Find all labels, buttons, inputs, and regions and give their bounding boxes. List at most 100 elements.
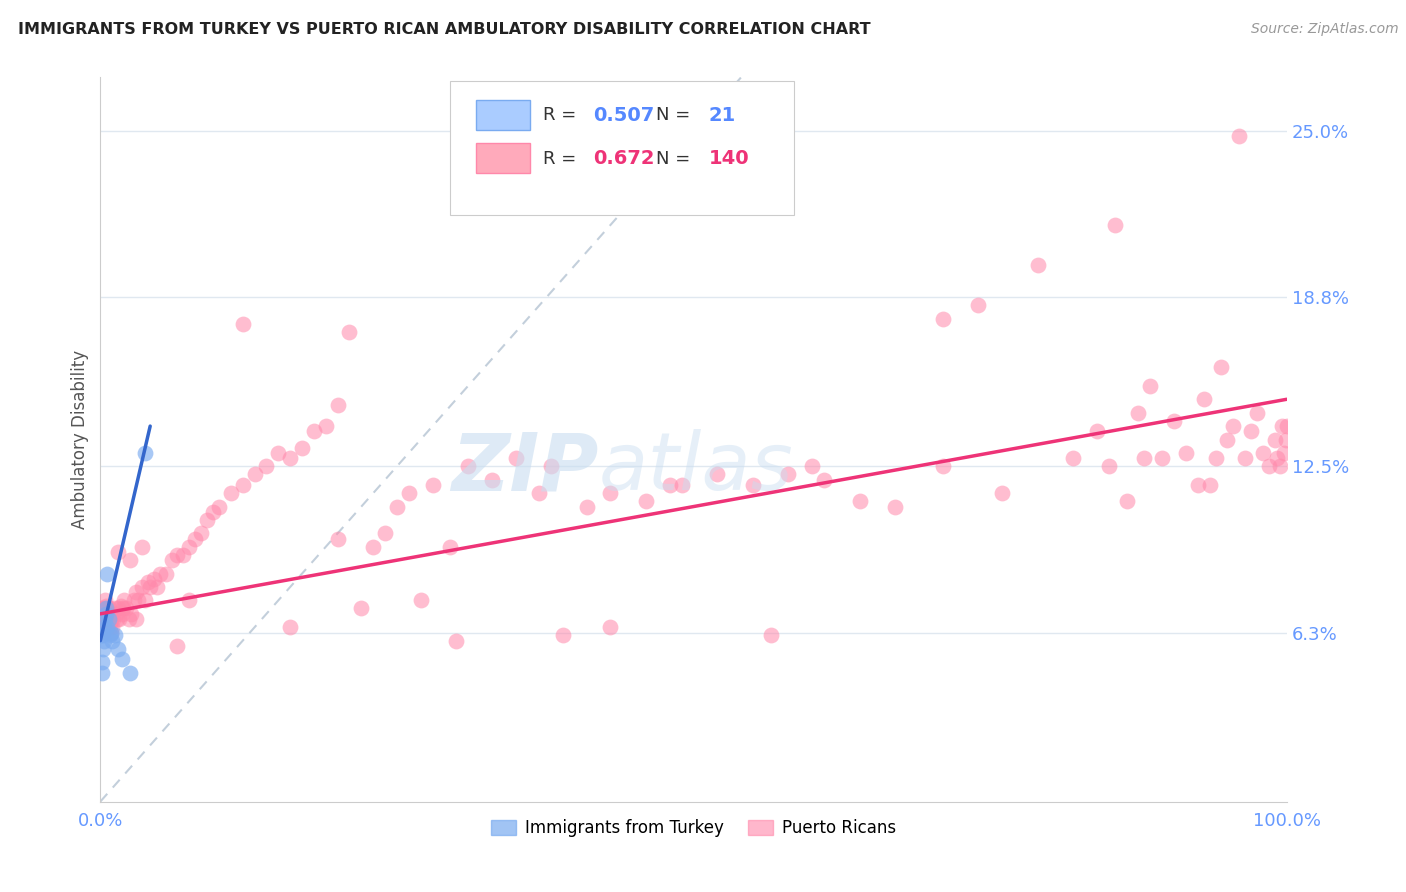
Point	[146, 580, 169, 594]
Point	[91, 625, 114, 640]
Y-axis label: Ambulatory Disability: Ambulatory Disability	[72, 350, 89, 529]
Point	[96, 599, 118, 613]
Point	[1163, 414, 1185, 428]
Point	[93, 620, 115, 634]
Point	[107, 601, 129, 615]
Point	[96, 601, 118, 615]
Point	[326, 532, 349, 546]
Point	[813, 473, 835, 487]
Point	[848, 494, 870, 508]
Point	[551, 628, 574, 642]
Point	[741, 478, 763, 492]
Point	[278, 451, 301, 466]
Point	[1234, 451, 1257, 466]
Point	[94, 612, 117, 626]
Point	[104, 607, 127, 621]
Point	[184, 532, 207, 546]
Point	[134, 593, 156, 607]
Point	[232, 478, 254, 492]
Point	[315, 419, 337, 434]
Point	[232, 317, 254, 331]
Point	[97, 601, 120, 615]
Point	[93, 620, 115, 634]
Point	[91, 641, 114, 656]
Text: 140: 140	[709, 149, 749, 168]
Point	[111, 601, 134, 615]
Point	[155, 566, 177, 581]
Point	[256, 459, 278, 474]
Point	[115, 601, 138, 615]
Text: Source: ZipAtlas.com: Source: ZipAtlas.com	[1251, 22, 1399, 37]
Point	[108, 612, 131, 626]
Point	[101, 633, 124, 648]
Point	[1139, 379, 1161, 393]
Point	[179, 593, 201, 607]
Point	[160, 553, 183, 567]
Point	[801, 459, 824, 474]
Point	[98, 615, 121, 629]
Point	[97, 612, 120, 626]
Point	[778, 467, 800, 482]
Point	[1062, 451, 1084, 466]
Point	[1265, 451, 1288, 466]
Point	[361, 540, 384, 554]
Point	[131, 580, 153, 594]
Point	[1240, 425, 1263, 439]
Point	[97, 612, 120, 626]
Point	[1257, 459, 1279, 474]
Point	[1174, 446, 1197, 460]
Point	[118, 612, 141, 626]
Point	[1128, 406, 1150, 420]
Point	[98, 607, 121, 621]
Point	[409, 593, 432, 607]
Point	[110, 599, 132, 613]
Point	[529, 486, 551, 500]
Point	[91, 628, 114, 642]
Point	[96, 620, 118, 634]
Point	[481, 473, 503, 487]
Point	[120, 607, 142, 621]
Point	[671, 478, 693, 492]
Point	[96, 566, 118, 581]
Point	[90, 601, 112, 615]
Point	[1271, 419, 1294, 434]
Point	[98, 628, 121, 642]
Point	[139, 580, 162, 594]
Point	[94, 593, 117, 607]
Point	[991, 486, 1014, 500]
Point	[142, 572, 165, 586]
Point	[1216, 433, 1239, 447]
Point	[93, 612, 115, 626]
Text: 21: 21	[709, 105, 737, 125]
Point	[599, 620, 621, 634]
Point	[1152, 451, 1174, 466]
Point	[439, 540, 461, 554]
Point	[125, 612, 148, 626]
Point	[1026, 258, 1049, 272]
Point	[1198, 478, 1220, 492]
Point	[131, 540, 153, 554]
Point	[98, 620, 121, 634]
FancyBboxPatch shape	[477, 100, 530, 130]
Point	[127, 593, 149, 607]
Legend: Immigrants from Turkey, Puerto Ricans: Immigrants from Turkey, Puerto Ricans	[485, 813, 903, 844]
Point	[759, 628, 782, 642]
Point	[107, 641, 129, 656]
Point	[103, 601, 125, 615]
Point	[91, 612, 114, 626]
Point	[190, 526, 212, 541]
Point	[1272, 446, 1295, 460]
Point	[91, 665, 114, 680]
Point	[172, 548, 194, 562]
Point	[1115, 494, 1137, 508]
Point	[967, 298, 990, 312]
Point	[1251, 446, 1274, 460]
Point	[90, 628, 112, 642]
Point	[122, 593, 145, 607]
Text: atlas: atlas	[599, 429, 793, 508]
Point	[267, 446, 290, 460]
Point	[111, 652, 134, 666]
Point	[575, 500, 598, 514]
Point	[1268, 459, 1291, 474]
Point	[1187, 478, 1209, 492]
